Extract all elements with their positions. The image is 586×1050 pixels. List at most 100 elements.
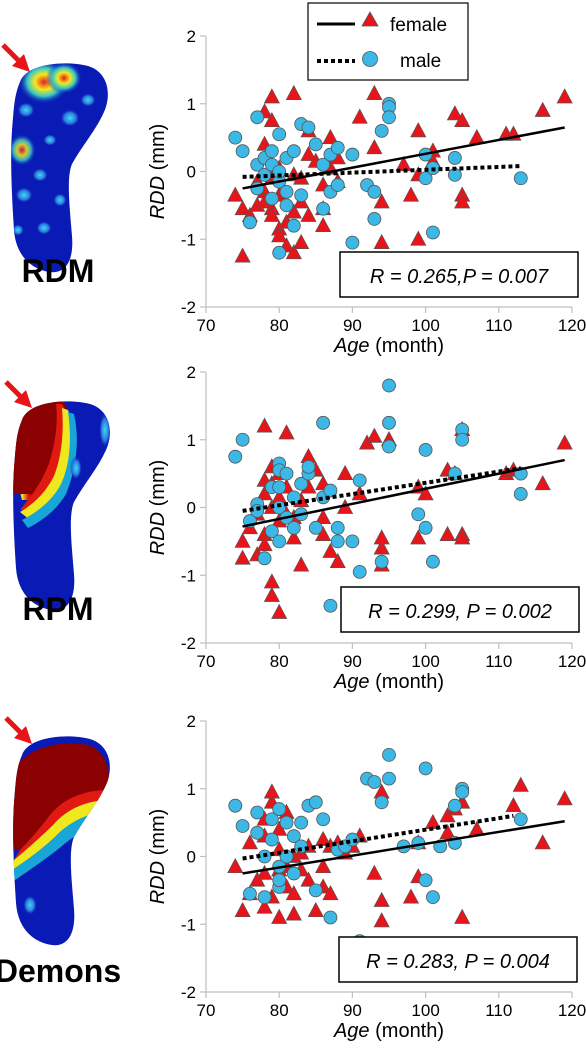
- legend-female-label: female: [390, 15, 447, 36]
- y-tick-label: 1: [187, 95, 196, 114]
- point-female: [329, 552, 346, 569]
- y-axis-label-unit: (mm): [147, 460, 169, 512]
- point-male: [250, 825, 265, 840]
- x-tick-label: 120: [558, 316, 586, 335]
- point-male: [286, 866, 301, 881]
- bone-heatmap-rdm: [1, 43, 108, 273]
- point-female: [285, 885, 302, 901]
- point-male: [418, 761, 433, 776]
- point-male: [272, 480, 287, 495]
- point-female: [556, 790, 573, 806]
- y-tick-label: 0: [187, 848, 196, 867]
- x-axis-label-var: Age: [333, 671, 370, 693]
- point-male: [513, 812, 528, 827]
- point-female: [271, 227, 288, 243]
- point-male: [264, 832, 279, 847]
- point-female: [373, 539, 390, 555]
- x-tick-label: 110: [485, 1001, 512, 1020]
- point-female: [351, 108, 368, 124]
- point-female: [322, 542, 339, 558]
- point-male: [316, 157, 331, 172]
- point-female: [512, 776, 529, 792]
- point-female: [410, 230, 427, 246]
- point-female: [300, 871, 317, 887]
- y-tick-label: -1: [181, 566, 196, 585]
- x-tick-label: 80: [270, 1001, 289, 1020]
- point-male: [382, 439, 396, 454]
- point-male: [228, 449, 243, 464]
- point-male: [418, 443, 433, 457]
- point-male: [286, 144, 301, 159]
- trend-line-male: [242, 466, 522, 513]
- point-male: [272, 534, 287, 549]
- point-female: [285, 244, 302, 260]
- point-female: [373, 233, 390, 249]
- point-male: [352, 564, 367, 579]
- x-axis-label-unit: (month): [370, 335, 444, 357]
- trend-line-male: [242, 813, 514, 861]
- point-female: [366, 864, 383, 880]
- y-tick-label: 0: [187, 163, 196, 182]
- point-male: [264, 812, 279, 827]
- y-axis-label: RDD (mm): [147, 124, 169, 220]
- point-female: [271, 908, 288, 924]
- point-male: [367, 212, 382, 226]
- legend-female-marker: [361, 11, 379, 27]
- point-male: [374, 554, 389, 569]
- point-male: [513, 487, 528, 501]
- arrow-icon: [4, 380, 32, 408]
- point-male: [382, 378, 396, 393]
- point-female: [263, 586, 280, 602]
- point-male: [250, 110, 265, 125]
- point-male: [308, 137, 323, 152]
- point-female: [285, 905, 302, 921]
- point-female: [556, 88, 573, 104]
- point-male: [279, 815, 294, 830]
- point-male: [228, 130, 243, 145]
- point-male: [272, 127, 287, 142]
- y-axis-label-unit: (mm): [147, 124, 169, 176]
- point-male: [250, 805, 265, 820]
- point-female: [454, 529, 471, 545]
- point-female: [322, 885, 339, 901]
- point-female: [446, 105, 463, 121]
- point-female: [373, 193, 390, 209]
- y-axis-label-unit: (mm): [147, 809, 169, 861]
- point-male: [513, 171, 528, 186]
- point-female: [366, 139, 383, 155]
- point-male: [301, 120, 316, 135]
- point-female: [315, 216, 332, 233]
- point-male: [418, 873, 433, 888]
- y-tick-label: -2: [181, 983, 196, 1002]
- point-male: [279, 466, 294, 481]
- point-female: [293, 233, 310, 249]
- point-male: [316, 812, 331, 827]
- y-tick-label: 2: [187, 363, 196, 382]
- x-tick-label: 100: [411, 316, 439, 335]
- point-male: [243, 215, 257, 230]
- point-female: [315, 508, 332, 525]
- trend-line-female: [242, 820, 565, 875]
- point-male: [257, 551, 272, 566]
- trend-line-female: [242, 126, 565, 190]
- point-male: [264, 191, 279, 206]
- point-female: [534, 101, 551, 117]
- point-female: [234, 532, 251, 548]
- point-female: [534, 475, 551, 491]
- point-female: [300, 145, 317, 161]
- legend-male-marker: [362, 51, 378, 67]
- point-male: [235, 144, 250, 159]
- point-female: [373, 912, 390, 928]
- point-male: [264, 524, 279, 539]
- point-male: [228, 798, 243, 813]
- point-male: [301, 459, 316, 474]
- point-female: [315, 830, 332, 846]
- point-male: [279, 198, 294, 213]
- point-female: [263, 206, 280, 222]
- point-male: [272, 802, 287, 816]
- point-male: [345, 534, 360, 549]
- y-tick-label: -2: [181, 298, 196, 317]
- point-female: [263, 111, 280, 128]
- scatter-plot-demons: -2 -1 0 1 2 70 80 90 100 110 120 Age (month) RDD (mm…: [147, 712, 586, 1042]
- point-female: [227, 857, 244, 874]
